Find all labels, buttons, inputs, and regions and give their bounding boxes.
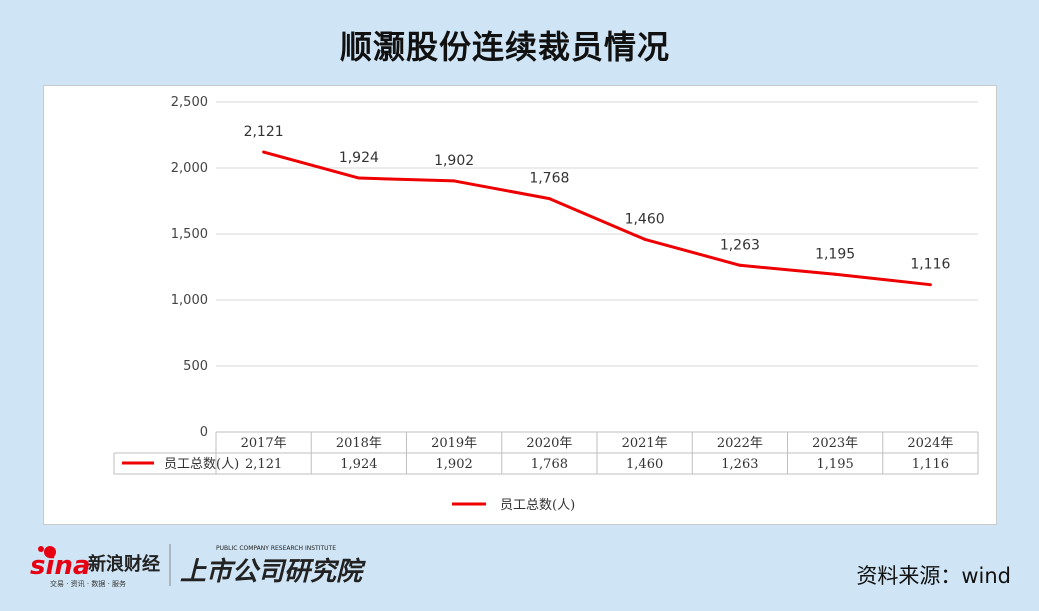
data-label: 1,768 <box>529 171 569 187</box>
data-label: 1,924 <box>339 150 379 166</box>
y-tick-label: 1,500 <box>171 227 208 242</box>
x-category-label: 2022年 <box>717 436 763 451</box>
sina-finance-text: 新浪财经 <box>88 553 160 575</box>
x-category-label: 2023年 <box>812 436 858 451</box>
table-value-cell: 2,121 <box>245 457 282 472</box>
table-value-cell: 1,116 <box>912 457 949 472</box>
table-series-label: 员工总数(人) <box>164 457 239 472</box>
legend-label: 员工总数(人) <box>500 498 575 513</box>
sina-subtext: 交易 · 资讯 · 数据 · 服务 <box>50 579 126 588</box>
series-line <box>263 150 931 287</box>
table-value-cell: 1,902 <box>436 457 473 472</box>
table-value-cell: 1,924 <box>340 457 377 472</box>
x-category-label: 2018年 <box>336 436 382 451</box>
y-tick-label: 0 <box>200 425 208 440</box>
table-value-cell: 1,768 <box>531 457 568 472</box>
x-category-label: 2020年 <box>526 436 572 451</box>
x-category-label: 2019年 <box>431 436 477 451</box>
sina-wordmark: sina <box>30 551 90 581</box>
chart-panel: 0 500 1,000 1,500 2,000 2,500 2017年 2018年 2019年 2… <box>43 85 997 525</box>
data-label: 1,195 <box>815 246 855 262</box>
table-value-cell: 1,460 <box>626 457 663 472</box>
footer-logos: sina 新浪财经 交易 · 资讯 · 数据 · 服务 PUBLIC COMPA… <box>30 544 366 588</box>
data-point <box>738 263 742 267</box>
institute-text: 上市公司研究院 <box>180 557 366 587</box>
page-title: 顺灏股份连续裁员情况 <box>339 28 670 66</box>
data-point <box>928 283 932 287</box>
x-category-label: 2024年 <box>907 436 953 451</box>
y-tick-label: 1,000 <box>171 293 208 308</box>
data-point <box>262 150 266 154</box>
data-point <box>643 237 647 241</box>
data-label: 1,116 <box>910 257 950 273</box>
data-label: 1,263 <box>720 237 760 253</box>
y-tick-label: 2,500 <box>171 95 208 110</box>
line-chart: 0 500 1,000 1,500 2,000 2,500 2017年 2018年 2019年 2… <box>113 95 979 513</box>
data-point <box>547 197 551 201</box>
institute-en-text: PUBLIC COMPANY RESEARCH INSTITUTE <box>216 545 336 552</box>
y-tick-label: 500 <box>183 359 208 374</box>
x-category-label: 2017年 <box>241 436 287 451</box>
data-point <box>452 179 456 183</box>
data-point <box>833 272 837 276</box>
y-tick-label: 2,000 <box>171 161 208 176</box>
sina-logo: sina 新浪财经 交易 · 资讯 · 数据 · 服务 <box>30 546 160 588</box>
data-point <box>357 176 361 180</box>
table-value-cell: 1,195 <box>817 457 854 472</box>
data-label: 1,460 <box>625 211 665 227</box>
institute-logo: PUBLIC COMPANY RESEARCH INSTITUTE 上市公司研究… <box>180 545 366 587</box>
data-label: 1,902 <box>434 153 474 169</box>
data-label: 2,121 <box>244 124 284 140</box>
source-note: 资料来源：wind <box>856 564 1011 588</box>
x-category-label: 2021年 <box>622 436 668 451</box>
table-value-cell: 1,263 <box>721 457 758 472</box>
